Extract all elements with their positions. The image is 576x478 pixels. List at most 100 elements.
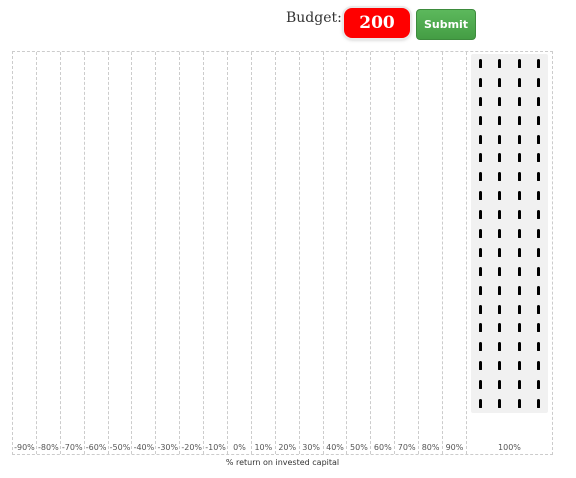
token-icon[interactable]	[529, 243, 548, 262]
token-icon[interactable]	[509, 111, 528, 130]
token-icon[interactable]	[490, 54, 509, 73]
token-icon[interactable]	[509, 318, 528, 337]
token-icon[interactable]	[471, 111, 490, 130]
token-icon[interactable]	[490, 318, 509, 337]
bin-20pct[interactable]: 20%	[276, 52, 300, 454]
token-icon[interactable]	[509, 205, 528, 224]
token-icon[interactable]	[471, 148, 490, 167]
bin-60pct[interactable]: 60%	[371, 52, 396, 454]
bin-minus60pct[interactable]: -60%	[85, 52, 109, 454]
token-icon[interactable]	[509, 337, 528, 356]
token-icon[interactable]	[490, 262, 509, 281]
bin-minus10pct[interactable]: -10%	[204, 52, 229, 454]
token-icon[interactable]	[529, 73, 548, 92]
token-icon[interactable]	[529, 356, 548, 375]
bin-70pct[interactable]: 70%	[395, 52, 420, 454]
token-icon[interactable]	[529, 186, 548, 205]
token-icon[interactable]	[471, 167, 490, 186]
token-icon[interactable]	[471, 243, 490, 262]
token-icon[interactable]	[529, 92, 548, 111]
token-icon[interactable]	[509, 92, 528, 111]
token-icon[interactable]	[509, 262, 528, 281]
bin-90pct[interactable]: 90%	[443, 52, 467, 454]
bin-label: 60%	[373, 443, 392, 452]
token-icon[interactable]	[509, 375, 528, 394]
bin-0pct[interactable]: 0%	[228, 52, 252, 454]
token-icon[interactable]	[490, 300, 509, 319]
token-icon[interactable]	[509, 394, 528, 413]
token-icon[interactable]	[490, 337, 509, 356]
bin-label: -40%	[133, 443, 155, 452]
token-icon[interactable]	[509, 281, 528, 300]
token-icon[interactable]	[471, 205, 490, 224]
token-icon[interactable]	[471, 186, 490, 205]
bin-30pct[interactable]: 30%	[300, 52, 324, 454]
submit-button[interactable]: Submit	[416, 9, 476, 40]
bin-minus20pct[interactable]: -20%	[180, 52, 205, 454]
token-icon[interactable]	[529, 111, 548, 130]
token-icon[interactable]	[490, 243, 509, 262]
token-icon[interactable]	[529, 281, 548, 300]
token-icon[interactable]	[509, 224, 528, 243]
token-icon[interactable]	[529, 375, 548, 394]
bin-minus80pct[interactable]: -80%	[37, 52, 61, 454]
token-icon[interactable]	[529, 318, 548, 337]
token-icon[interactable]	[490, 224, 509, 243]
token-icon[interactable]	[471, 92, 490, 111]
token-icon[interactable]	[529, 224, 548, 243]
token-icon[interactable]	[471, 394, 490, 413]
token-icon[interactable]	[509, 243, 528, 262]
token-icon[interactable]	[471, 73, 490, 92]
token-icon[interactable]	[529, 300, 548, 319]
token-icon[interactable]	[471, 54, 490, 73]
token-icon[interactable]	[490, 186, 509, 205]
token-icon[interactable]	[529, 337, 548, 356]
token-icon[interactable]	[509, 130, 528, 149]
token-icon[interactable]	[529, 205, 548, 224]
bin-minus50pct[interactable]: -50%	[109, 52, 133, 454]
token-icon[interactable]	[509, 186, 528, 205]
token-icon[interactable]	[509, 356, 528, 375]
token-icon[interactable]	[509, 300, 528, 319]
token-icon[interactable]	[529, 394, 548, 413]
token-icon[interactable]	[490, 375, 509, 394]
token-icon[interactable]	[529, 262, 548, 281]
token-icon[interactable]	[509, 167, 528, 186]
token-icon[interactable]	[509, 73, 528, 92]
bin-minus90pct[interactable]: -90%	[13, 52, 37, 454]
token-icon[interactable]	[509, 54, 528, 73]
bin-40pct[interactable]: 40%	[324, 52, 348, 454]
token-icon[interactable]	[490, 130, 509, 149]
token-icon[interactable]	[509, 148, 528, 167]
token-icon[interactable]	[490, 73, 509, 92]
token-icon[interactable]	[490, 394, 509, 413]
token-icon[interactable]	[490, 205, 509, 224]
token-icon[interactable]	[471, 262, 490, 281]
token-icon[interactable]	[471, 375, 490, 394]
token-icon[interactable]	[490, 148, 509, 167]
token-icon[interactable]	[471, 300, 490, 319]
token-icon[interactable]	[490, 92, 509, 111]
token-icon[interactable]	[471, 318, 490, 337]
bin-10pct[interactable]: 10%	[252, 52, 276, 454]
token-icon[interactable]	[471, 281, 490, 300]
bin-minus30pct[interactable]: -30%	[156, 52, 181, 454]
token-icon[interactable]	[490, 356, 509, 375]
token-icon[interactable]	[529, 54, 548, 73]
bin-label: 50%	[350, 443, 368, 452]
token-icon[interactable]	[490, 281, 509, 300]
token-icon[interactable]	[529, 167, 548, 186]
token-icon[interactable]	[529, 148, 548, 167]
token-icon[interactable]	[490, 111, 509, 130]
token-icon[interactable]	[529, 130, 548, 149]
token-icon[interactable]	[471, 224, 490, 243]
bin-100pct[interactable]: 100%	[467, 52, 552, 454]
token-icon[interactable]	[471, 356, 490, 375]
token-icon[interactable]	[490, 167, 509, 186]
bin-80pct[interactable]: 80%	[419, 52, 444, 454]
bin-minus40pct[interactable]: -40%	[132, 52, 157, 454]
bin-minus70pct[interactable]: -70%	[61, 52, 85, 454]
bin-50pct[interactable]: 50%	[347, 52, 372, 454]
token-icon[interactable]	[471, 337, 490, 356]
token-icon[interactable]	[471, 130, 490, 149]
